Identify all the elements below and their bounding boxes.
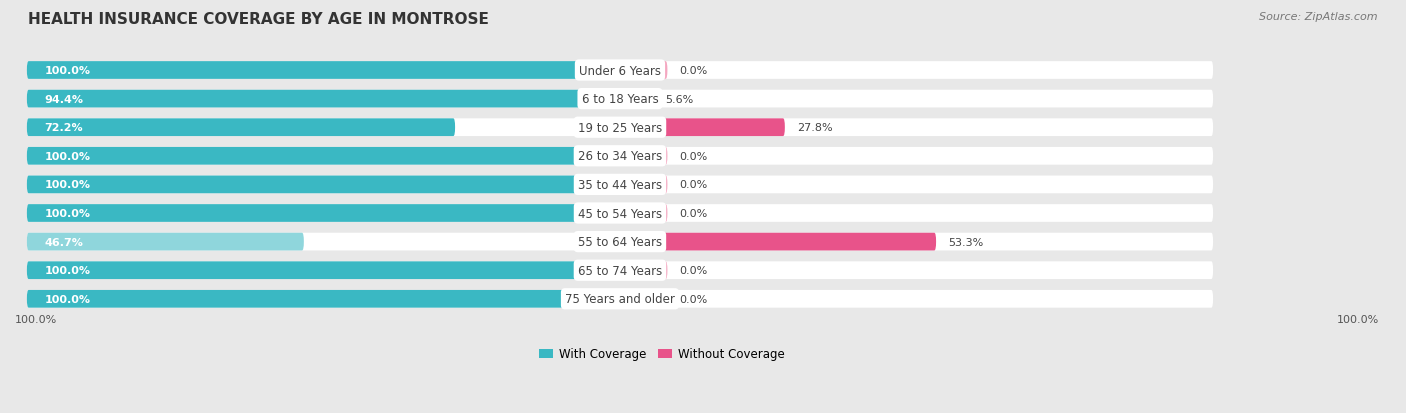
Text: 46.7%: 46.7% [45, 237, 83, 247]
FancyBboxPatch shape [27, 290, 620, 308]
Text: 100.0%: 100.0% [45, 152, 90, 161]
FancyBboxPatch shape [620, 62, 668, 80]
FancyBboxPatch shape [620, 233, 936, 251]
Text: 27.8%: 27.8% [797, 123, 832, 133]
Text: 100.0%: 100.0% [15, 315, 58, 325]
FancyBboxPatch shape [27, 204, 1213, 222]
FancyBboxPatch shape [27, 62, 1213, 80]
Text: 6 to 18 Years: 6 to 18 Years [582, 93, 658, 106]
FancyBboxPatch shape [27, 176, 1213, 194]
FancyBboxPatch shape [27, 176, 620, 194]
Text: 100.0%: 100.0% [45, 209, 90, 218]
Text: 0.0%: 0.0% [679, 266, 707, 275]
Text: 100.0%: 100.0% [45, 66, 90, 76]
FancyBboxPatch shape [620, 119, 785, 137]
FancyBboxPatch shape [27, 90, 1213, 108]
Text: Source: ZipAtlas.com: Source: ZipAtlas.com [1260, 12, 1378, 22]
Text: Under 6 Years: Under 6 Years [579, 64, 661, 77]
FancyBboxPatch shape [27, 147, 620, 165]
Text: 75 Years and older: 75 Years and older [565, 292, 675, 306]
FancyBboxPatch shape [27, 119, 1213, 137]
FancyBboxPatch shape [620, 262, 668, 279]
Text: 19 to 25 Years: 19 to 25 Years [578, 121, 662, 134]
Text: 55 to 64 Years: 55 to 64 Years [578, 235, 662, 249]
Text: 26 to 34 Years: 26 to 34 Years [578, 150, 662, 163]
FancyBboxPatch shape [27, 90, 586, 108]
FancyBboxPatch shape [620, 176, 668, 194]
FancyBboxPatch shape [620, 290, 668, 308]
FancyBboxPatch shape [27, 262, 620, 279]
Text: 35 to 44 Years: 35 to 44 Years [578, 178, 662, 192]
FancyBboxPatch shape [27, 119, 456, 137]
Legend: With Coverage, Without Coverage: With Coverage, Without Coverage [534, 343, 790, 366]
Text: 0.0%: 0.0% [679, 294, 707, 304]
FancyBboxPatch shape [27, 290, 1213, 308]
Text: 53.3%: 53.3% [948, 237, 983, 247]
Text: 100.0%: 100.0% [1337, 315, 1379, 325]
FancyBboxPatch shape [27, 233, 304, 251]
FancyBboxPatch shape [27, 262, 1213, 279]
FancyBboxPatch shape [27, 204, 620, 222]
FancyBboxPatch shape [620, 147, 668, 165]
Text: 0.0%: 0.0% [679, 209, 707, 218]
FancyBboxPatch shape [27, 147, 1213, 165]
FancyBboxPatch shape [620, 204, 668, 222]
Text: 0.0%: 0.0% [679, 66, 707, 76]
Text: 100.0%: 100.0% [45, 294, 90, 304]
Text: 100.0%: 100.0% [45, 180, 90, 190]
Text: 65 to 74 Years: 65 to 74 Years [578, 264, 662, 277]
Text: 100.0%: 100.0% [45, 266, 90, 275]
Text: 5.6%: 5.6% [665, 95, 693, 104]
Text: 45 to 54 Years: 45 to 54 Years [578, 207, 662, 220]
FancyBboxPatch shape [620, 90, 654, 108]
FancyBboxPatch shape [27, 233, 1213, 251]
Text: 0.0%: 0.0% [679, 180, 707, 190]
Text: 0.0%: 0.0% [679, 152, 707, 161]
Text: 94.4%: 94.4% [45, 95, 83, 104]
FancyBboxPatch shape [27, 62, 620, 80]
Text: 72.2%: 72.2% [45, 123, 83, 133]
Text: HEALTH INSURANCE COVERAGE BY AGE IN MONTROSE: HEALTH INSURANCE COVERAGE BY AGE IN MONT… [28, 12, 489, 27]
